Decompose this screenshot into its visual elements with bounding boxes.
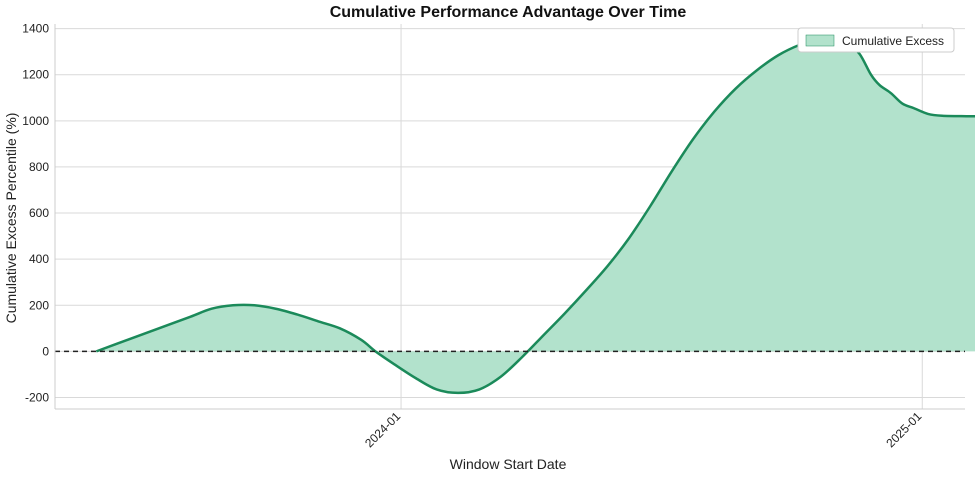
y-tick-label: -200 (25, 390, 49, 404)
series-area-fill (96, 38, 975, 393)
y-tick-label: 800 (29, 160, 49, 174)
y-tick-label: 0 (42, 344, 49, 358)
chart-title: Cumulative Performance Advantage Over Ti… (330, 4, 687, 21)
y-tick-label: 1200 (22, 68, 49, 82)
legend-swatch (805, 34, 835, 47)
legend-label: Cumulative Excess (842, 34, 944, 48)
plot-layer (55, 37, 975, 395)
x-axis-label: Window Start Date (450, 456, 567, 472)
y-tick-label: 400 (29, 252, 49, 266)
y-tick-label: 200 (29, 298, 49, 312)
series-line (95, 37, 975, 395)
legend: Cumulative Excess (797, 27, 955, 53)
y-tick-label: 1400 (22, 22, 49, 36)
legend-frame (797, 27, 955, 53)
y-axis-label: Cumulative Excess Percentile (%) (3, 113, 19, 324)
y-tick-label: 600 (29, 206, 49, 220)
y-tick-label: 1000 (22, 114, 49, 128)
